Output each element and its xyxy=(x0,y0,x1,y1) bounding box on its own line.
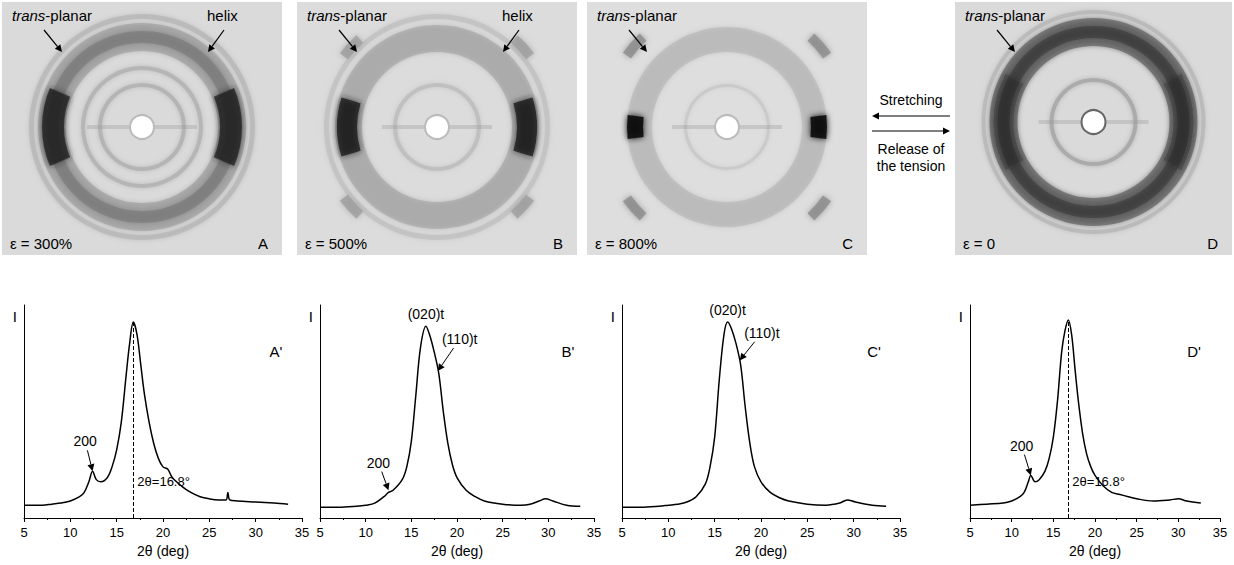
svg-text:I: I xyxy=(611,308,615,325)
svg-text:helix: helix xyxy=(502,7,533,24)
svg-text:5: 5 xyxy=(966,525,973,540)
svg-text:2θ (deg): 2θ (deg) xyxy=(735,543,787,559)
svg-text:the tension: the tension xyxy=(877,158,946,174)
svg-text:2θ=16.8°: 2θ=16.8° xyxy=(1072,474,1125,489)
svg-text:25: 25 xyxy=(800,525,814,540)
svg-text:35: 35 xyxy=(893,525,907,540)
svg-text:200: 200 xyxy=(73,433,97,449)
svg-text:5: 5 xyxy=(316,525,323,540)
svg-text:-planar: -planar xyxy=(998,7,1045,24)
svg-text:25: 25 xyxy=(202,525,216,540)
svg-text:ε = 500%: ε = 500% xyxy=(305,235,367,252)
svg-text:D: D xyxy=(1207,235,1218,252)
svg-text:10: 10 xyxy=(1004,525,1018,540)
svg-text:ε = 800%: ε = 800% xyxy=(595,235,657,252)
svg-text:200: 200 xyxy=(367,455,391,471)
svg-text:2θ=16.8°: 2θ=16.8° xyxy=(137,474,190,489)
svg-text:35: 35 xyxy=(587,525,601,540)
svg-text:30: 30 xyxy=(248,525,262,540)
svg-text:helix: helix xyxy=(207,7,238,24)
svg-text:I: I xyxy=(13,308,17,325)
svg-text:200: 200 xyxy=(1010,438,1034,454)
svg-text:C': C' xyxy=(867,343,881,360)
svg-text:15: 15 xyxy=(707,525,721,540)
svg-text:trans: trans xyxy=(597,7,631,24)
svg-text:-planar: -planar xyxy=(340,7,387,24)
svg-text:2θ (deg): 2θ (deg) xyxy=(137,543,189,559)
svg-text:C: C xyxy=(842,235,853,252)
svg-text:35: 35 xyxy=(1213,525,1227,540)
svg-text:30: 30 xyxy=(846,525,860,540)
svg-text:20: 20 xyxy=(1088,525,1102,540)
svg-text:A': A' xyxy=(270,343,283,360)
svg-text:2θ (deg): 2θ (deg) xyxy=(1069,543,1121,559)
svg-text:(020)t: (020)t xyxy=(408,306,445,322)
svg-text:D': D' xyxy=(1187,343,1201,360)
svg-text:(110)t: (110)t xyxy=(744,325,780,341)
svg-text:10: 10 xyxy=(63,525,77,540)
svg-text:trans: trans xyxy=(12,7,46,24)
svg-text:B: B xyxy=(553,235,563,252)
svg-text:Stretching: Stretching xyxy=(879,92,942,108)
svg-text:I: I xyxy=(309,308,313,325)
svg-text:15: 15 xyxy=(404,525,418,540)
svg-text:(020)t: (020)t xyxy=(709,302,746,318)
svg-text:ε = 0: ε = 0 xyxy=(963,235,995,252)
svg-text:35: 35 xyxy=(295,525,309,540)
svg-text:25: 25 xyxy=(495,525,509,540)
svg-text:trans: trans xyxy=(307,7,341,24)
svg-text:A: A xyxy=(258,235,268,252)
svg-text:2θ (deg): 2θ (deg) xyxy=(431,543,483,559)
svg-text:20: 20 xyxy=(450,525,464,540)
svg-text:5: 5 xyxy=(618,525,625,540)
svg-text:ε = 300%: ε = 300% xyxy=(10,235,72,252)
svg-text:(110)t: (110)t xyxy=(442,331,478,347)
svg-text:-planar: -planar xyxy=(630,7,677,24)
svg-text:25: 25 xyxy=(1129,525,1143,540)
svg-text:30: 30 xyxy=(1171,525,1185,540)
svg-text:20: 20 xyxy=(156,525,170,540)
svg-text:trans: trans xyxy=(965,7,999,24)
svg-text:15: 15 xyxy=(109,525,123,540)
svg-text:15: 15 xyxy=(1046,525,1060,540)
svg-text:I: I xyxy=(959,308,963,325)
svg-text:5: 5 xyxy=(20,525,27,540)
svg-text:Release of: Release of xyxy=(878,141,945,157)
svg-text:20: 20 xyxy=(754,525,768,540)
svg-text:30: 30 xyxy=(541,525,555,540)
svg-text:10: 10 xyxy=(661,525,675,540)
svg-text:-planar: -planar xyxy=(45,7,92,24)
svg-text:10: 10 xyxy=(358,525,372,540)
svg-text:B': B' xyxy=(562,343,575,360)
